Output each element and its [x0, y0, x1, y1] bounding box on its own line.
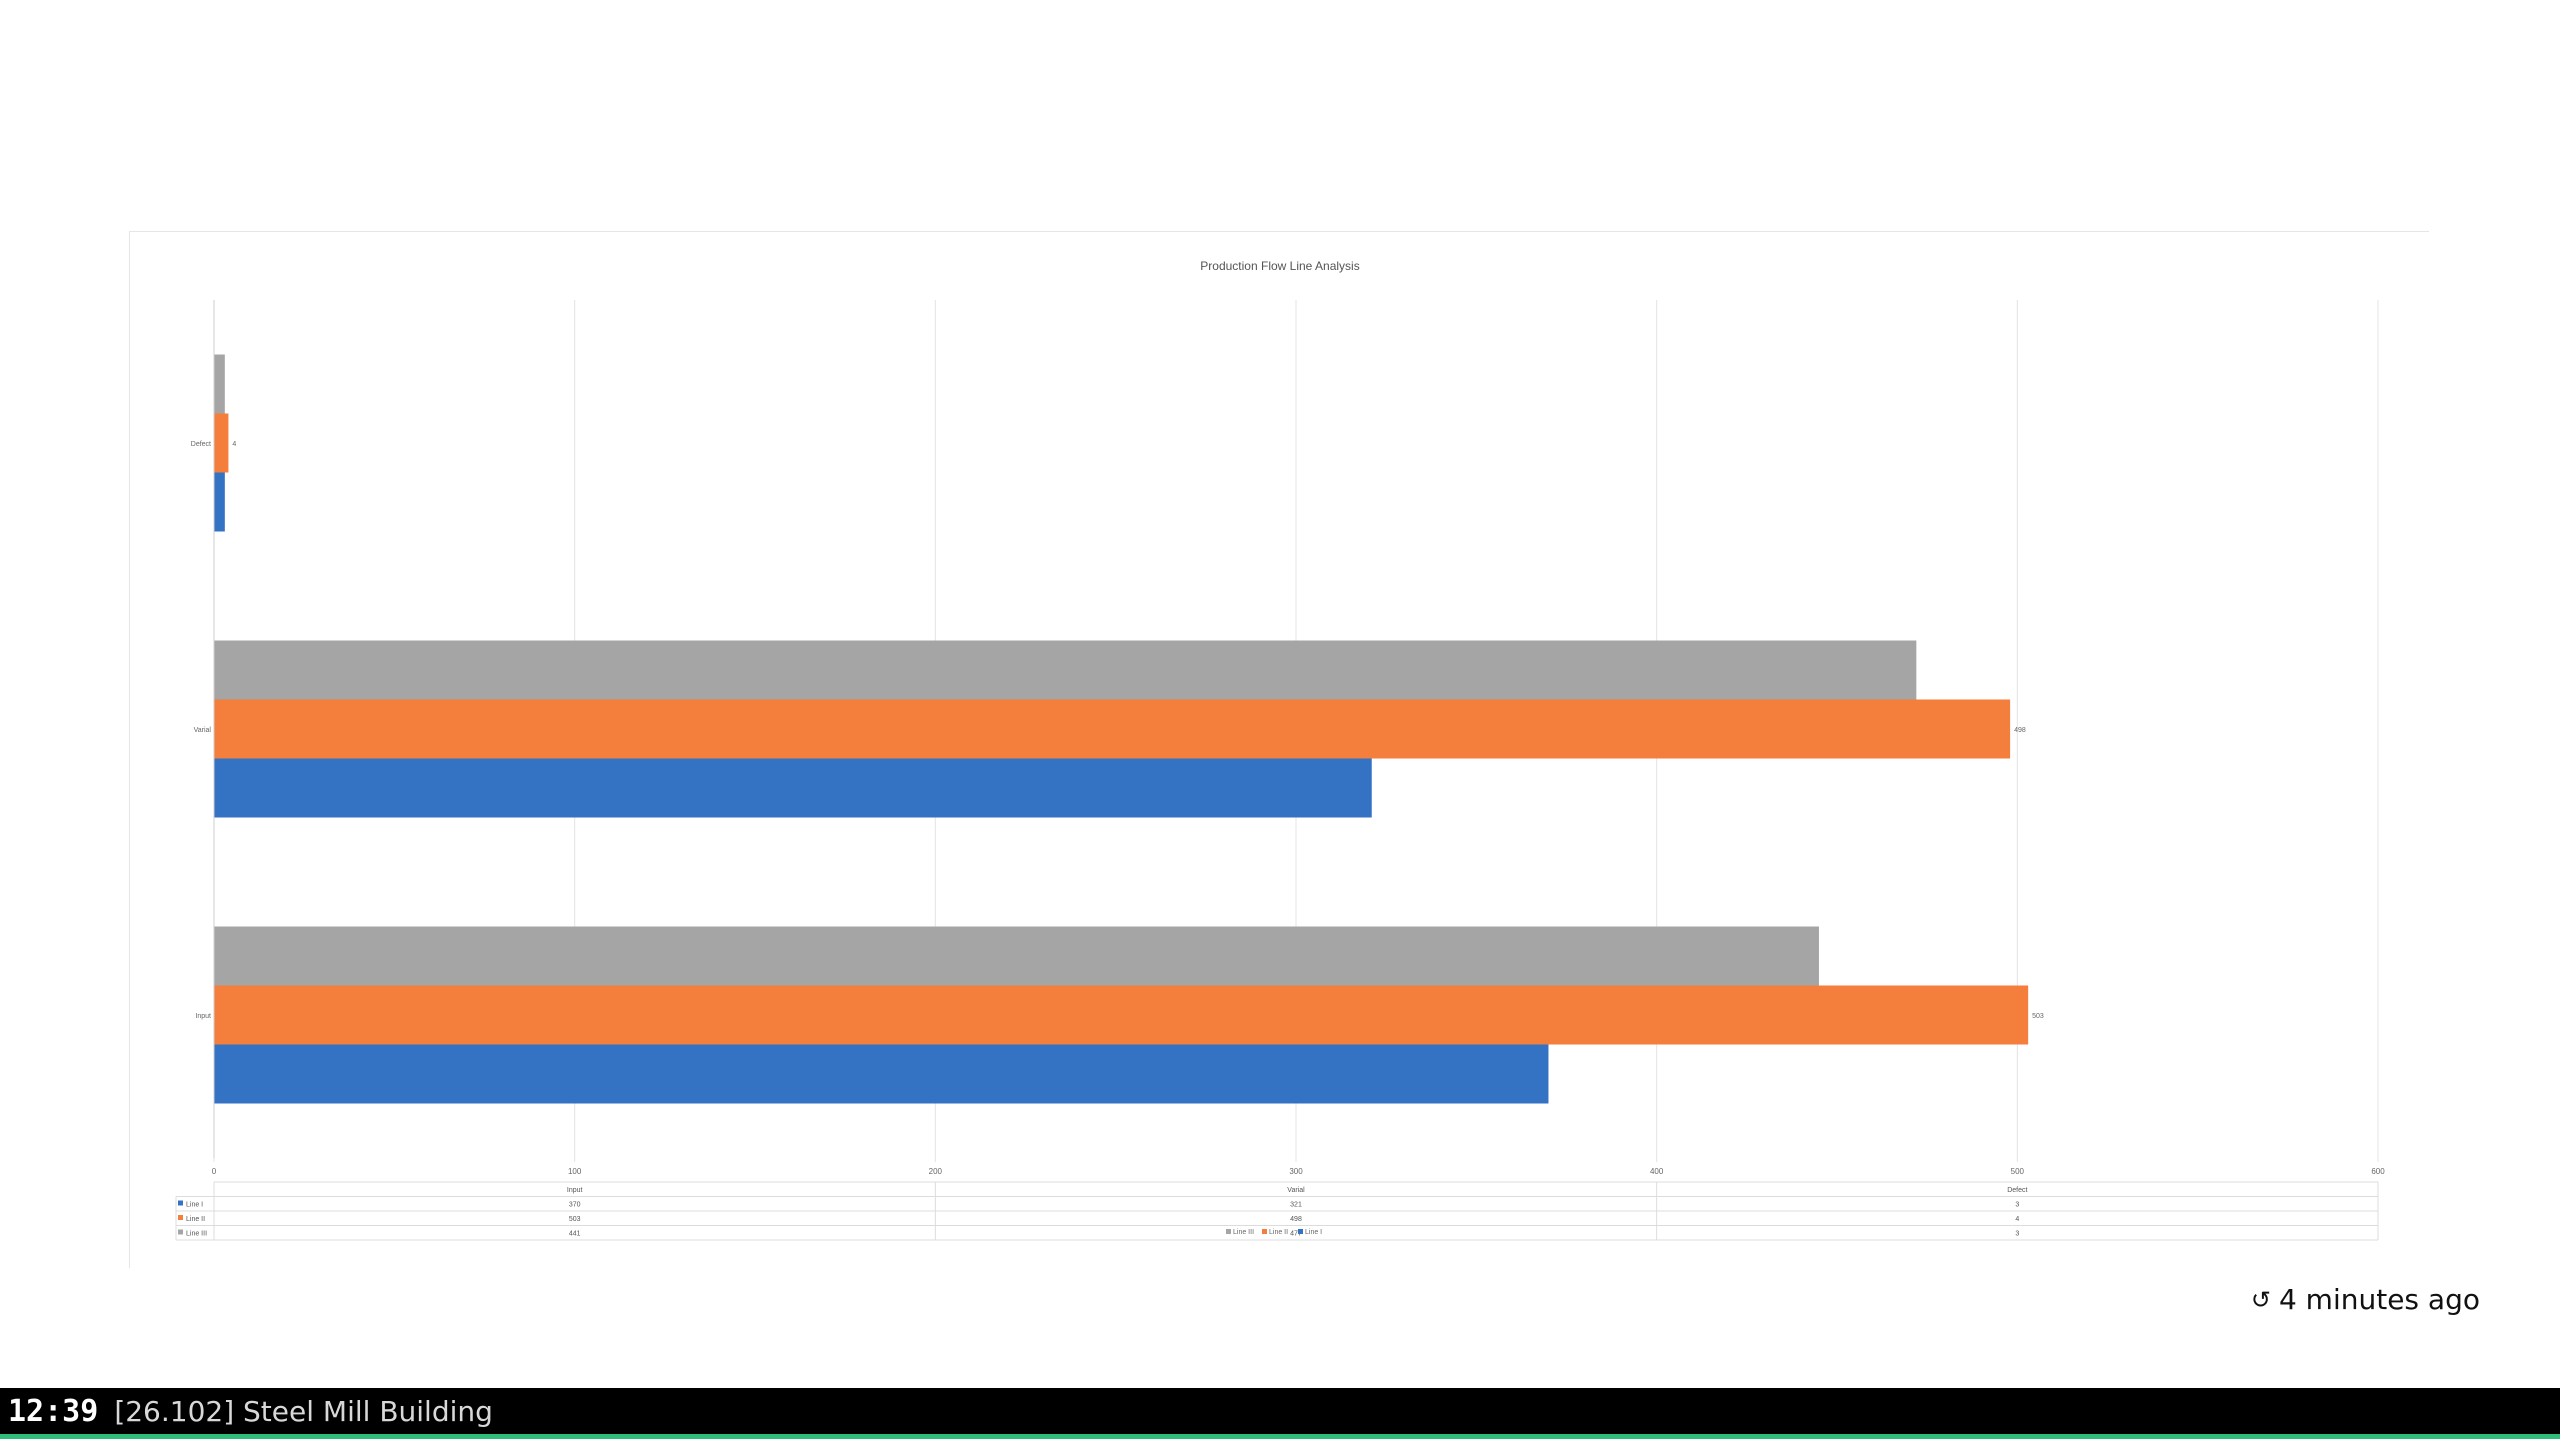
bar-line-i [214, 1044, 1549, 1104]
bar-line-iii [214, 640, 1917, 700]
table-cell: 477 [1290, 1231, 1302, 1238]
refresh-icon[interactable]: ↺ [2250, 1285, 2271, 1314]
last-updated-indicator[interactable]: ↺ 4 minutes ago [2251, 1283, 2480, 1316]
table-cell: 370 [569, 1202, 581, 1209]
data-label: 498 [2014, 727, 2026, 734]
table-cell: 503 [569, 1216, 581, 1223]
table-cell: 3 [2015, 1202, 2019, 1209]
bar-line-ii [214, 413, 229, 473]
chart-panel: Production Flow Line Analysis 0 100 200 300 4… [129, 231, 2429, 1268]
table-legend-key [178, 1229, 183, 1235]
table-cell: 441 [569, 1231, 581, 1238]
table-cell: 498 [1290, 1216, 1302, 1223]
table-cell: 3 [2015, 1231, 2019, 1238]
chart-svg: Production Flow Line Analysis 0 100 200 300 4… [175, 259, 2385, 1241]
legend-label: Line I [1305, 1229, 1322, 1236]
bar-line-ii [214, 699, 2011, 759]
bar-line-iii [214, 926, 1819, 986]
category-label: Input [195, 1013, 211, 1020]
bar-line-iii [214, 354, 225, 414]
category-label: Defect [191, 441, 211, 448]
table-header: Input [567, 1187, 583, 1194]
legend-key [1298, 1229, 1303, 1234]
table-legend-key [178, 1200, 183, 1206]
x-tick-label: 600 [2371, 1167, 2385, 1176]
x-tick-label: 500 [2011, 1167, 2025, 1176]
x-tick-label: 300 [1289, 1167, 1303, 1176]
bar-line-ii [214, 985, 2029, 1045]
legend-label: Line III [1233, 1229, 1254, 1236]
table-cell: 321 [1290, 1202, 1302, 1209]
category-label: Varial [194, 727, 212, 734]
table-header: Varial [1287, 1187, 1305, 1194]
bar-line-i [214, 758, 1372, 818]
last-updated-text: 4 minutes ago [2278, 1283, 2480, 1316]
table-row-label: Line III [186, 1231, 207, 1238]
x-tick-label: 400 [1650, 1167, 1664, 1176]
data-label: 4 [232, 441, 236, 448]
x-tick-label: 200 [929, 1167, 943, 1176]
table-cell: 4 [2015, 1216, 2019, 1223]
x-tick-label: 100 [568, 1167, 582, 1176]
table-legend-key [178, 1215, 183, 1220]
legend-label: Line II [1269, 1229, 1288, 1236]
data-label: 503 [2032, 1013, 2044, 1020]
taskbar-workspace-title[interactable]: [26.102] Steel Mill Building [114, 1394, 493, 1428]
table-row-label: Line I [186, 1202, 203, 1209]
taskbar: 12:39 [26.102] Steel Mill Building [0, 1388, 2560, 1439]
x-tick-label: 0 [212, 1167, 217, 1176]
chart-title: Production Flow Line Analysis [1200, 259, 1359, 273]
legend-key [1262, 1229, 1267, 1234]
table-row-label: Line II [186, 1216, 205, 1223]
taskbar-clock: 12:39 [8, 1393, 99, 1429]
table-header: Defect [2007, 1187, 2027, 1194]
bar-line-i [214, 472, 225, 532]
legend-key [1226, 1229, 1231, 1234]
